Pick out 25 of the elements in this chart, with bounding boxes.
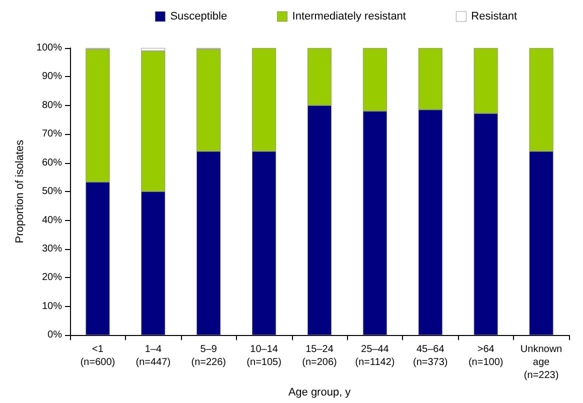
y-tick-label: 80% <box>42 100 62 111</box>
x-tick-label: <1 (n=600) <box>80 344 116 368</box>
x-tick-label: >64 (n=100) <box>468 344 504 368</box>
x-axis-title: Age group, y <box>288 386 352 398</box>
x-tick-label: 15–24 (n=206) <box>302 344 337 368</box>
legend-label: Resistant <box>471 10 518 22</box>
y-tick-label: 50% <box>42 186 62 198</box>
x-tick-label: 1–4 (n=447) <box>136 344 171 368</box>
y-tick-label: 30% <box>42 243 62 254</box>
x-tick-label: 5–9 (n=226) <box>191 344 226 368</box>
legend-label: Susceptible <box>170 10 228 22</box>
y-tick-label: 0% <box>48 330 62 341</box>
y-tick-label: 10% <box>42 300 62 312</box>
x-tick-label: Unknown age (n=223) <box>520 344 562 382</box>
y-tick-label: 90% <box>42 71 62 82</box>
x-tick-label: 10–14 (n=105) <box>246 344 282 368</box>
y-tick-label: 40% <box>42 214 62 226</box>
legend-label: Intermediately resistant <box>292 10 406 22</box>
y-axis-title: Proportion of isolates <box>14 139 26 244</box>
x-tick-label: 25–44 (n=1142) <box>355 344 395 368</box>
x-tick-label: 45–64 (n=373) <box>413 344 448 368</box>
y-tick-label: 100% <box>36 42 62 54</box>
y-tick-label: 20% <box>42 272 62 284</box>
y-tick-label: 70% <box>42 128 62 140</box>
y-tick-label: 60% <box>42 157 62 168</box>
